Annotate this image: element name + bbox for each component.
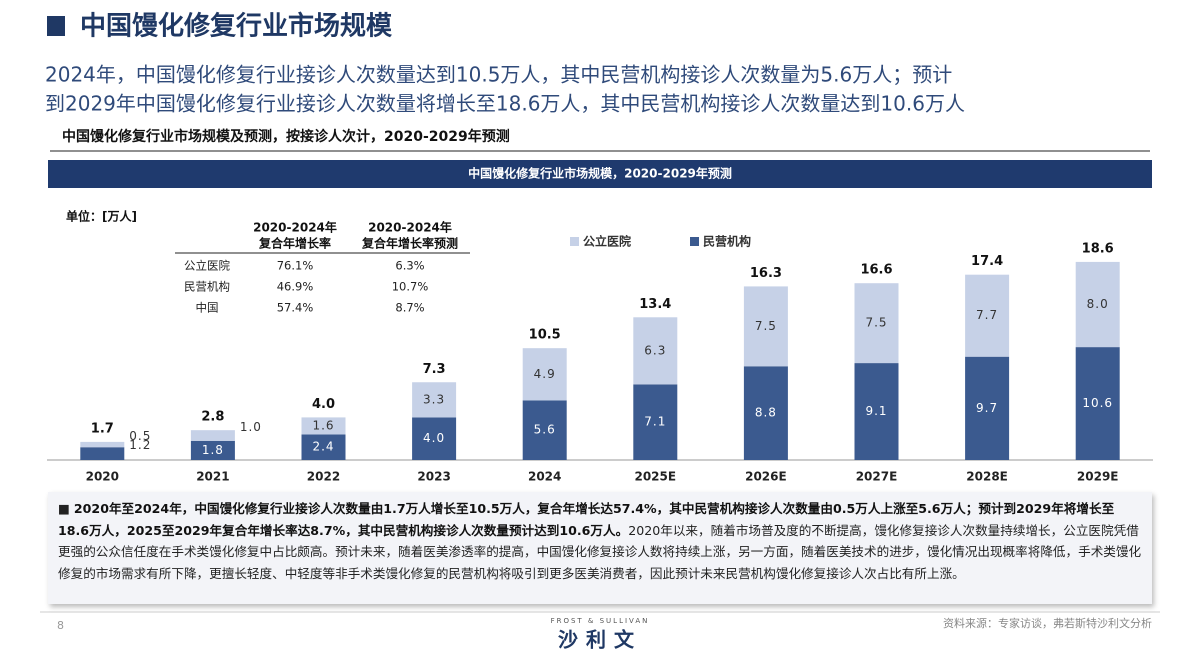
bar-segment [854,363,899,460]
subtitle-line: 2024年，中国馒化修复行业接诊人次数量达到10.5万人，其中民营机构接诊人次数… [45,63,952,87]
summary-box: ■ 2020年至2024年，中国馒化修复行业接诊人次数量由1.7万人增长至10.… [48,492,1152,604]
bar-segment [1075,347,1120,460]
source-note: 资料来源：专家访谈，弗若斯特沙利文分析 [943,616,1152,630]
bar-segment [854,283,899,364]
bar-segment [743,366,788,460]
data-label: 7.7 [976,308,998,322]
bar-segment [633,384,678,460]
total-label: 18.6 [1082,241,1114,256]
table-cell: 46.9% [277,280,314,294]
x-tick-label: 2027E [856,470,898,484]
data-label: 3.3 [423,392,445,406]
total-label: 16.6 [860,263,892,278]
bar-segment [522,400,567,460]
table-cell: 公立医院 [184,259,230,273]
x-tick-label: 2029E [1077,470,1119,484]
table-header: 2020-2024年 [253,220,337,235]
data-label: 1.6 [312,418,334,432]
bar-segment [80,441,125,448]
table-cell: 76.1% [277,259,314,273]
table-header: 2020-2024年 [368,220,452,235]
bar-segment [965,274,1010,357]
data-label: 4.0 [423,431,445,445]
bar-segment [80,447,125,460]
total-label: 2.8 [201,410,224,425]
bar-segment [743,286,788,367]
data-label: 5.6 [534,423,556,437]
legend-swatch [690,237,699,246]
page-number: 8 [57,619,64,632]
table-cell: 中国 [196,301,219,315]
x-tick-label: 2024 [528,470,561,484]
x-tick-label: 2021 [196,470,229,484]
x-tick-label: 2028E [966,470,1008,484]
page-title: 中国馒化修复行业市场规模 [80,11,393,42]
logo-en: FROST & SULLIVAN [551,617,650,625]
bar-segment [190,430,235,441]
legend-label: 民营机构 [703,234,751,249]
x-tick-label: 2020 [86,470,119,484]
data-label: 7.1 [644,415,666,429]
logo-cn: 沙利文 [558,628,642,652]
x-tick-label: 2023 [417,470,450,484]
total-label: 17.4 [971,254,1003,269]
table-cell: 8.7% [395,301,424,315]
data-label: 7.5 [865,316,887,330]
data-label: 1.2 [129,438,151,452]
data-label: 9.1 [865,404,887,418]
chart-banner [48,160,1152,188]
table-header: 复合年增长率预测 [361,236,458,251]
title-marker [47,16,65,36]
total-label: 4.0 [312,397,335,412]
legend-swatch [570,237,579,246]
x-tick-label: 2022 [307,470,340,484]
bar-segment [412,417,457,460]
table-header: 复合年增长率 [258,236,331,251]
total-label: 10.5 [529,328,561,343]
data-label: 0.5 [129,429,151,443]
subtitle-line: 到2029年中国馒化修复行业接诊人次数量将增长至18.6万人，其中民营机构接诊人… [45,92,965,116]
x-tick-label: 2026E [745,470,787,484]
bar-segment [1075,261,1120,348]
total-label: 16.3 [750,266,782,281]
bar-segment [301,417,346,435]
data-label: 4.9 [534,367,556,381]
data-label: 9.7 [976,401,998,415]
table-cell: 57.4% [277,301,314,315]
bar-segment [965,356,1010,460]
data-label: 8.8 [755,406,777,420]
summary-bold: 2020年至2024年，中国馒化修复行业接诊人次数量由1.7万人增长至10.5万… [58,501,1115,538]
total-label: 13.4 [639,297,671,312]
data-label: 8.0 [1087,297,1109,311]
section-title: 中国馒化修复行业市场规模及预测，按接诊人次计，2020-2029年预测 [62,128,510,145]
table-cell: 民营机构 [184,280,230,294]
legend-label: 公立医院 [583,234,631,249]
data-label: 7.5 [755,319,777,333]
table-cell: 10.7% [392,280,429,294]
unit-label: 单位：[万人] [66,209,137,224]
data-label: 1.0 [240,420,262,434]
table-cell: 6.3% [395,259,424,273]
x-tick-label: 2025E [634,470,676,484]
bar-segment [190,440,235,460]
data-label: 1.8 [202,443,224,457]
bar-segment [633,317,678,385]
data-label: 10.6 [1082,396,1113,410]
bar-segment [301,434,346,460]
bar-segment [522,348,567,401]
total-label: 7.3 [423,362,446,377]
chart-title: 中国馒化修复行业市场规模，2020-2029年预测 [468,166,732,181]
data-label: 2.4 [312,440,334,454]
bar-segment [412,382,457,418]
data-label: 6.3 [644,343,666,357]
chart: 民营机构公立医院20201.20.51.720211.81.02.820222.… [47,234,1153,484]
summary-text: 2020年以来，随着市场普及度的不断提高，馒化修复接诊人次数量持续增长，公立医院… [58,522,1142,581]
total-label: 1.7 [91,421,114,436]
